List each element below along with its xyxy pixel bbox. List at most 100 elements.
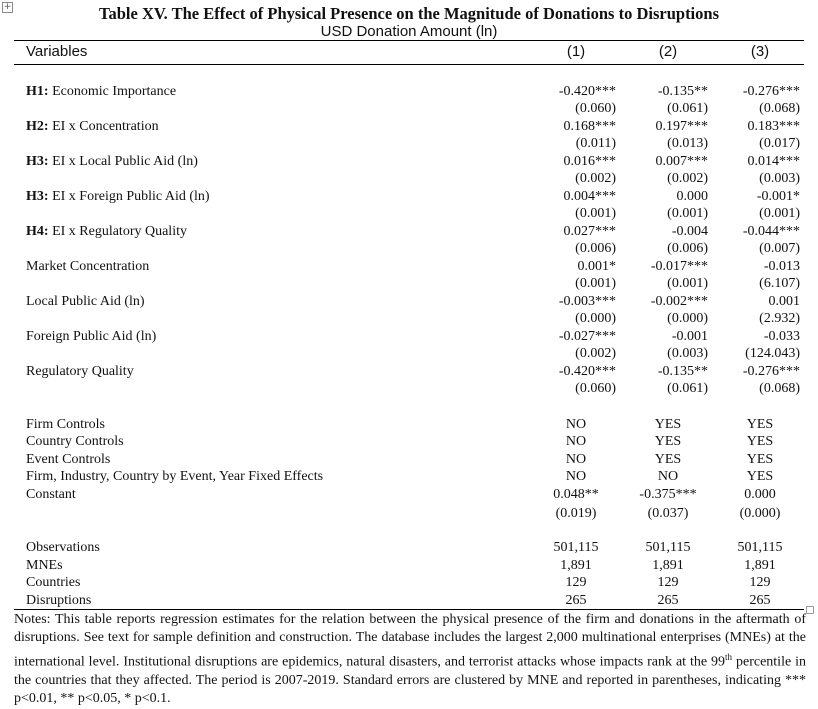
se-cell: (0.002) [575,171,616,186]
control-cell: (0.000) [739,506,781,521]
se-cell: (124.043) [745,346,800,361]
control-cell: YES [746,417,774,432]
control-cell: NO [565,452,587,467]
table-notes: Notes: This table reports regression est… [14,611,806,709]
stat-label: MNEs [26,557,63,573]
control-label: Event Controls [26,452,111,467]
control-cell: 0.048** [553,487,599,502]
variable-label: H3: EI x Foreign Public Aid (ln) [26,189,210,205]
notes-text-2: percentile in the countries that they af… [14,654,806,707]
variable-name: Local Public Aid (ln) [26,294,145,309]
resize-handle-icon[interactable] [806,606,814,614]
control-cell: YES [746,434,774,449]
stat-cell: 1,891 [652,557,684,573]
coef-cell: 0.027*** [563,224,617,239]
coef-cell: -0.013 [763,259,800,274]
stat-label: Disruptions [26,592,92,608]
top-rule [14,40,804,41]
stat-label: Observations [26,540,100,555]
coef-cell: -0.017*** [650,259,708,274]
plus-box-icon[interactable]: + [2,2,13,13]
stat-cell: 265 [657,592,679,608]
col-header-2: (2) [658,43,678,60]
control-label: Firm, Industry, Country by Event, Year F… [26,469,324,484]
variable-name: Market Concentration [26,259,150,274]
variable-name: Foreign Public Aid (ln) [26,329,157,344]
variable-label: H4: EI x Regulatory Quality [26,224,187,240]
stat-cell: 1,891 [744,557,776,573]
coef-cell: -0.420*** [558,364,616,379]
variable-label: H1: Economic Importance [26,84,176,100]
se-cell: (0.000) [667,311,708,326]
coef-cell: 0.001* [577,259,617,274]
se-cell: (0.017) [759,136,800,151]
se-cell: (0.001) [575,276,616,291]
hypothesis-tag: H3: [26,154,49,169]
variable-label: Regulatory Quality [26,364,134,380]
control-cell: 0.000 [744,487,776,502]
variable-name: Regulatory Quality [26,364,134,379]
coef-cell: -0.002*** [650,294,708,309]
se-cell: (0.001) [667,206,708,221]
variable-label: Local Public Aid (ln) [26,294,145,310]
variable-name: EI x Regulatory Quality [48,224,187,239]
col-header-3: (3) [750,43,770,60]
bottom-rule [14,609,804,610]
se-cell: (0.003) [759,171,800,186]
se-cell: (6.107) [759,276,800,291]
control-label: Firm Controls [26,417,105,432]
variable-label: H2: EI x Concentration [26,119,159,135]
variable-name: EI x Local Public Aid (ln) [48,154,198,169]
coef-cell: -0.027*** [558,329,616,344]
control-label: Constant [26,487,76,502]
coef-cell: -0.044*** [742,224,800,239]
se-cell: (0.003) [667,346,708,361]
hypothesis-tag: H4: [26,224,49,239]
control-cell: (0.019) [555,506,597,521]
control-cell: YES [654,452,682,467]
stat-cell: 501,115 [737,540,783,555]
hypothesis-tag: H1: [26,84,49,99]
variable-name: EI x Foreign Public Aid (ln) [48,189,210,204]
coef-cell: -0.276*** [742,364,800,379]
variable-label: Foreign Public Aid (ln) [26,329,156,345]
control-cell: YES [654,434,682,449]
variable-name: Economic Importance [48,84,177,99]
coef-cell: 0.014*** [747,154,801,169]
se-cell: (0.061) [667,381,708,396]
notes-text-1: Notes: This table reports regression est… [14,612,806,670]
coef-cell: 0.016*** [563,154,617,169]
coef-cell: -0.135** [657,84,708,99]
stat-label: Countries [26,575,81,590]
se-cell: (0.068) [759,381,800,396]
se-cell: (2.932) [759,311,800,326]
coef-cell: 0.001 [768,294,801,309]
stat-cell: 129 [749,575,771,590]
se-cell: (0.011) [575,136,616,151]
stat-cell: 265 [565,592,587,608]
stat-cell: 129 [565,575,587,590]
control-cell: NO [565,434,587,449]
stat-cell: 501,115 [553,540,599,555]
se-cell: (0.002) [575,346,616,361]
se-cell: (0.060) [575,101,616,116]
notes-superscript: th [725,651,733,662]
se-cell: (0.013) [667,136,708,151]
coef-cell: -0.004 [671,224,708,239]
control-cell: (0.037) [647,506,689,521]
coef-cell: 0.197*** [655,119,709,134]
variable-name: EI x Concentration [48,119,159,134]
se-cell: (0.001) [759,206,800,221]
table-title: Table XV. The Effect of Physical Presenc… [99,4,719,23]
coef-cell: 0.168*** [563,119,617,134]
control-cell: -0.375*** [639,487,697,502]
stat-cell: 265 [749,592,771,608]
coef-cell: -0.276*** [742,84,800,99]
coef-cell: -0.033 [763,329,800,344]
coef-cell: 0.000 [676,189,709,204]
stat-cell: 129 [657,575,679,590]
coef-cell: 0.004*** [563,189,617,204]
se-cell: (0.068) [759,101,800,116]
stat-cell: 501,115 [645,540,691,555]
variable-label: Market Concentration [26,259,149,275]
